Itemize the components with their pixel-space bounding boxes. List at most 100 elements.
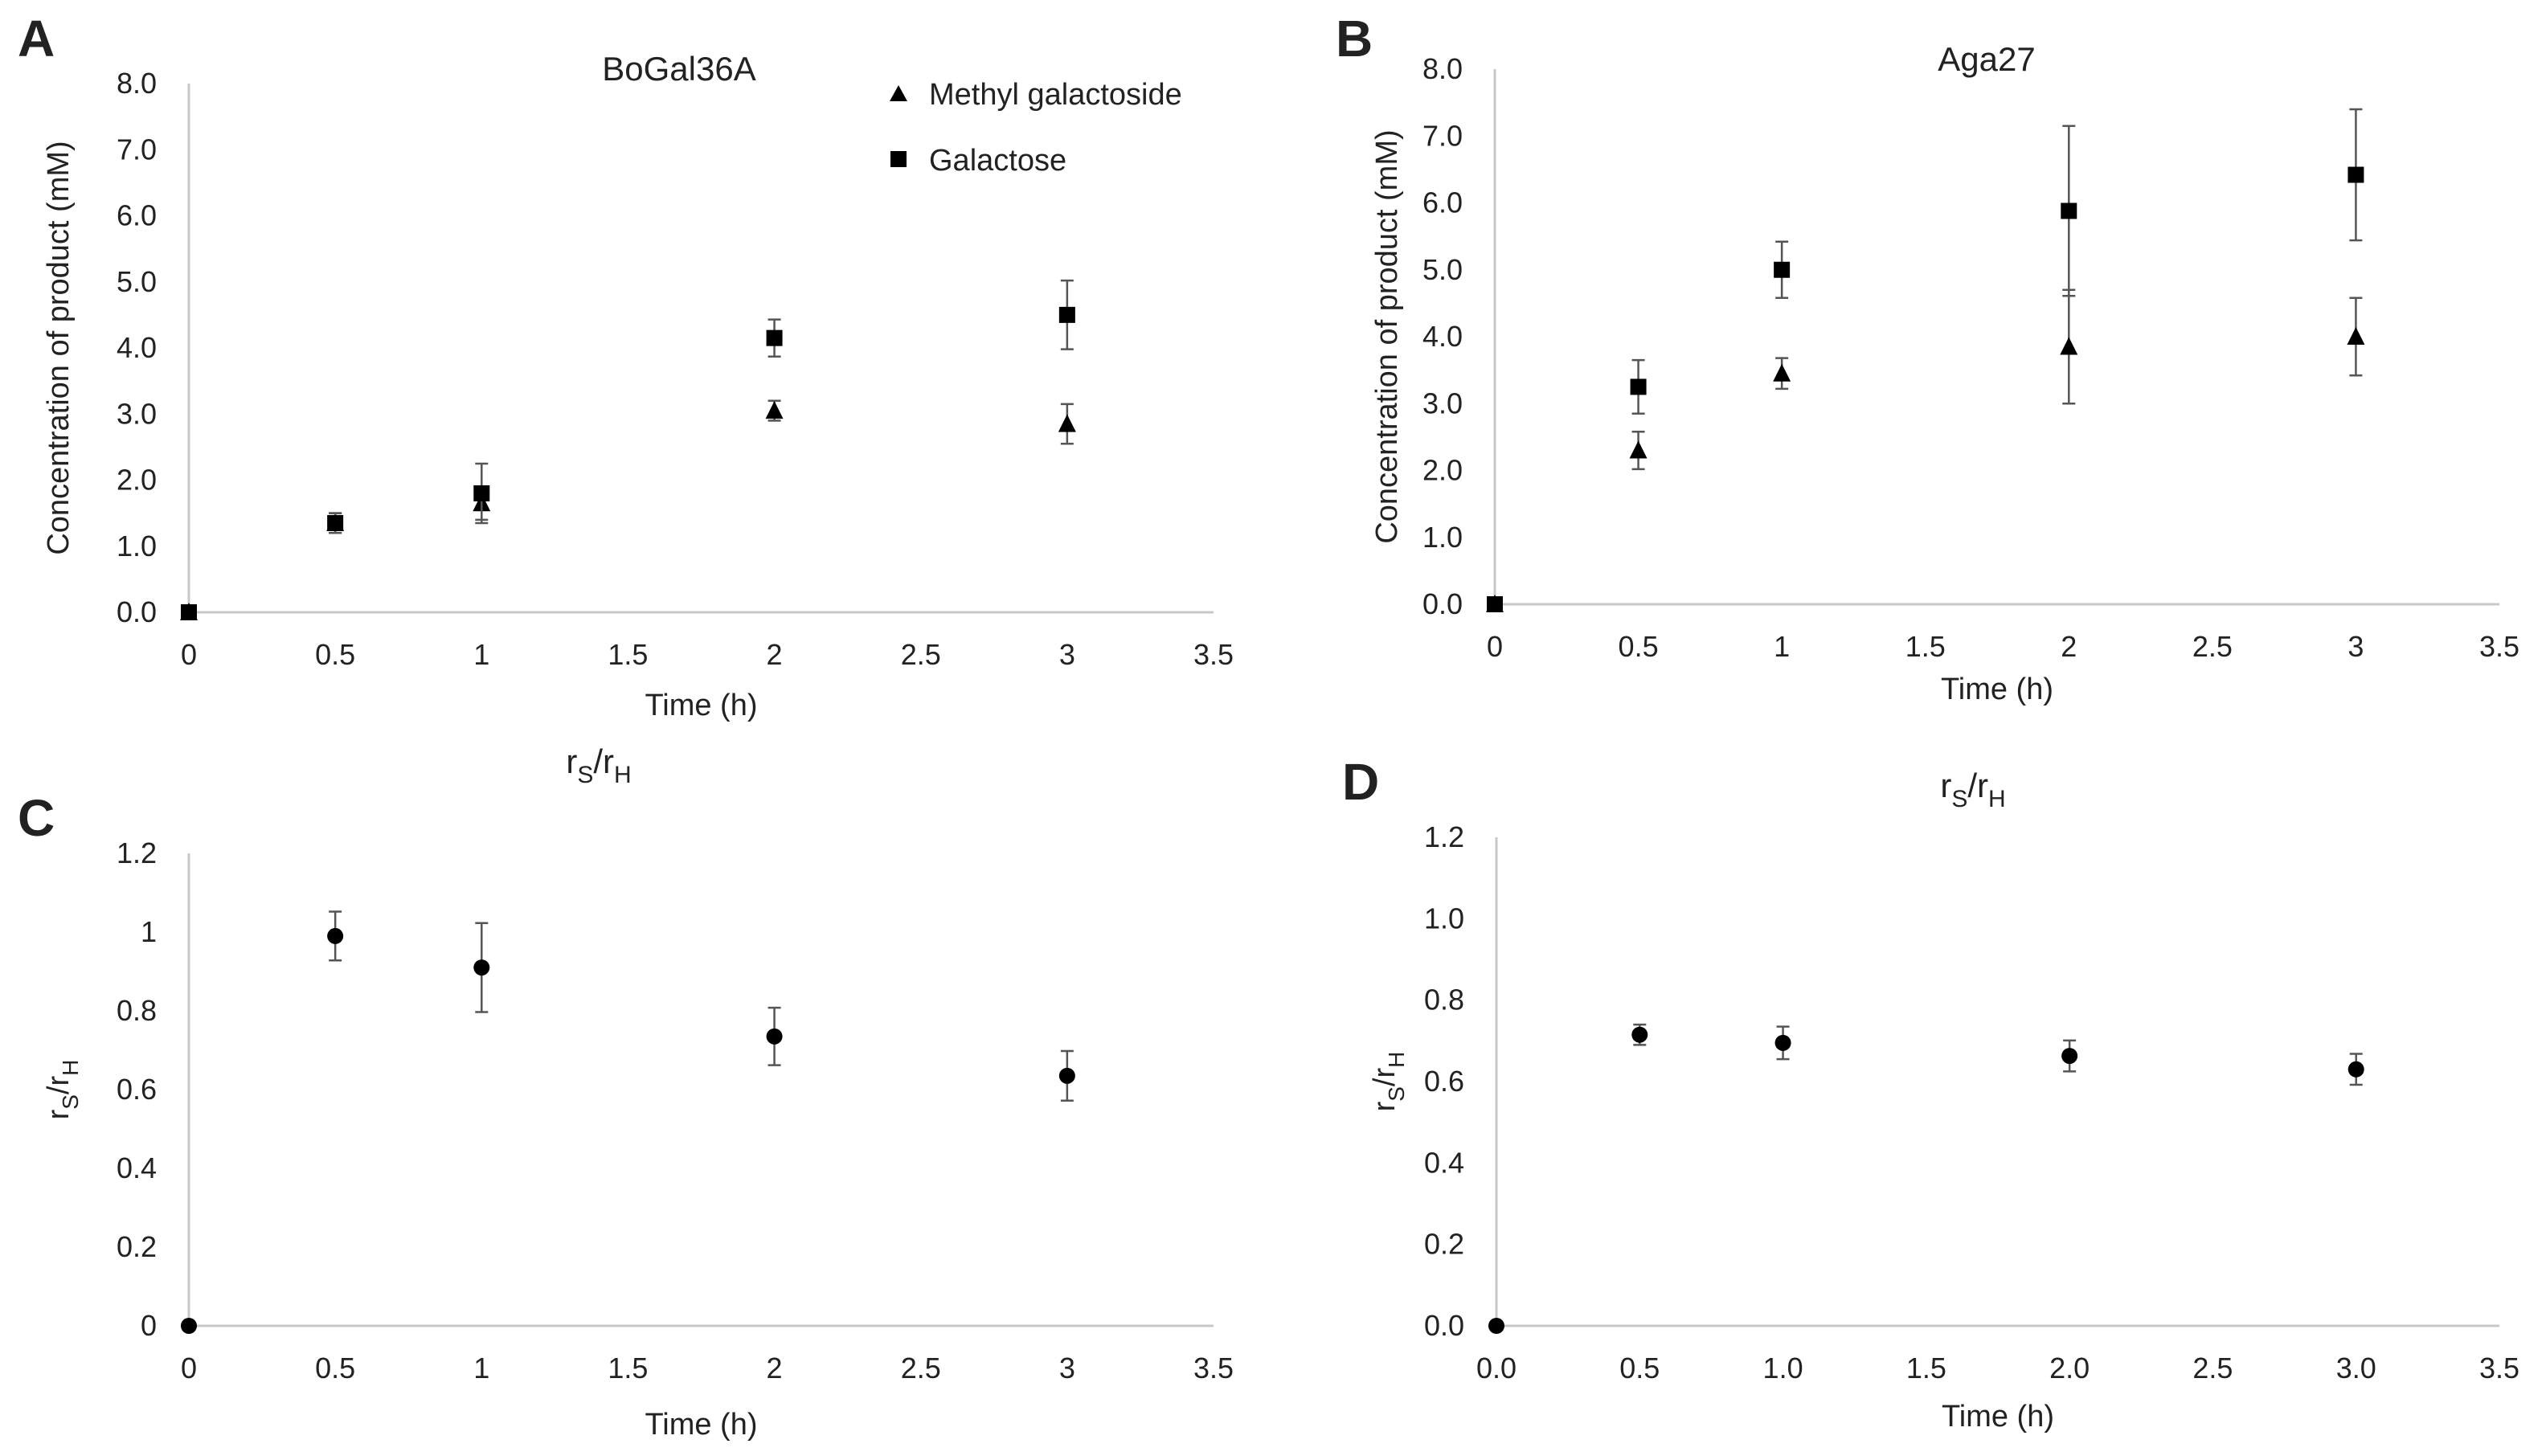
title-part: r bbox=[566, 742, 577, 780]
data-point-square bbox=[473, 485, 490, 501]
data-point-triangle bbox=[1773, 363, 1791, 382]
y-tick-label: 5.0 bbox=[117, 265, 157, 298]
x-tick-label: 0.5 bbox=[1619, 1352, 1660, 1384]
y-axis-label-part: r bbox=[1368, 1101, 1402, 1111]
series-square bbox=[181, 279, 1075, 620]
series-triangle bbox=[1486, 288, 2365, 612]
y-tick-label: 1.0 bbox=[1422, 521, 1463, 554]
x-tick-label: 3.0 bbox=[2336, 1352, 2376, 1384]
x-tick-label: 0.5 bbox=[315, 638, 355, 671]
y-axis-label-part: r bbox=[42, 1109, 76, 1119]
x-axis-label: Time (h) bbox=[645, 1408, 757, 1442]
y-tick-label: 8.0 bbox=[1422, 52, 1463, 85]
x-tick-label: 2.5 bbox=[901, 1352, 941, 1384]
data-point-circle bbox=[473, 959, 490, 976]
data-point-square bbox=[327, 514, 344, 531]
y-axis-label-part: S bbox=[1384, 1086, 1409, 1102]
x-tick-label: 3 bbox=[1059, 638, 1075, 671]
y-tick-label: 3.0 bbox=[1422, 386, 1463, 419]
chart-title: rS/rH bbox=[566, 742, 631, 788]
y-tick-label: 5.0 bbox=[1422, 253, 1463, 286]
y-tick-label: 3.0 bbox=[117, 397, 157, 430]
series-circle bbox=[181, 910, 1075, 1334]
data-point-circle bbox=[1488, 1318, 1504, 1334]
series-circle bbox=[1488, 1023, 2364, 1334]
data-point-triangle bbox=[1629, 440, 1648, 459]
y-tick-label: 1 bbox=[141, 915, 157, 948]
title-part: r bbox=[1940, 767, 1951, 804]
x-tick-label: 2 bbox=[2061, 630, 2077, 663]
data-point-triangle bbox=[1058, 414, 1076, 432]
title-part: S bbox=[1951, 786, 1967, 812]
y-axis-label-part: S bbox=[58, 1094, 83, 1110]
x-tick-label: 1 bbox=[473, 1352, 489, 1384]
y-tick-label: 6.0 bbox=[1422, 186, 1463, 219]
x-tick-label: 1.0 bbox=[1763, 1352, 1803, 1384]
y-axis-label: Concentration of product (mM) bbox=[1370, 129, 1404, 543]
x-tick-label: 3.5 bbox=[2479, 1352, 2519, 1384]
x-axis-label: Time (h) bbox=[1942, 1400, 2054, 1434]
legend: Methyl galactoside Galactose bbox=[890, 78, 1182, 178]
x-tick-label: 1.5 bbox=[1906, 1352, 1946, 1384]
x-tick-label: 0.5 bbox=[1619, 630, 1659, 663]
data-point-circle bbox=[1631, 1026, 1648, 1043]
x-tick-label: 3.5 bbox=[2479, 630, 2519, 663]
y-axis-label-part: H bbox=[1384, 1052, 1409, 1068]
legend-marker-triangle bbox=[890, 85, 907, 101]
x-tick-label: 2.0 bbox=[2049, 1352, 2090, 1384]
title-part: H bbox=[614, 762, 632, 788]
data-point-square bbox=[766, 329, 783, 346]
title-part: /r bbox=[593, 742, 614, 780]
y-tick-label: 2.0 bbox=[117, 464, 157, 497]
y-tick-label: 0.4 bbox=[1424, 1146, 1464, 1179]
data-point-square bbox=[181, 604, 197, 620]
panel-letter: B bbox=[1336, 10, 1373, 67]
x-tick-label: 1 bbox=[1774, 630, 1790, 663]
panel-letter: A bbox=[18, 10, 55, 67]
x-tick-label: 2.5 bbox=[2192, 630, 2233, 663]
y-tick-label: 0.2 bbox=[117, 1230, 157, 1263]
data-point-circle bbox=[327, 927, 344, 944]
title-part: H bbox=[1988, 786, 2006, 812]
legend-label: Methyl galactoside bbox=[929, 78, 1182, 112]
x-axis-label: Time (h) bbox=[1941, 673, 2053, 706]
y-tick-label: 0.8 bbox=[117, 994, 157, 1027]
x-tick-label: 3.5 bbox=[1193, 1352, 1234, 1384]
chart-panel-a: A BoGal36A 0 0.5 1 1.5 2 2.5 3 3.5 0.0 1.0 2.0 3.0 4.0… bbox=[18, 10, 1234, 722]
data-point-triangle bbox=[2347, 327, 2365, 345]
y-tick-label: 0.8 bbox=[1424, 984, 1464, 1016]
x-tick-label: 0 bbox=[1487, 630, 1503, 663]
x-tick-label: 2 bbox=[767, 638, 783, 671]
legend-marker-square bbox=[890, 151, 907, 167]
x-tick-label: 0 bbox=[181, 638, 197, 671]
data-point-square bbox=[2061, 202, 2077, 219]
y-axis-label: rS/rH bbox=[1368, 1052, 1409, 1112]
x-tick-label: 0.5 bbox=[315, 1352, 355, 1384]
y-tick-label: 4.0 bbox=[1422, 320, 1463, 353]
y-tick-label: 0 bbox=[141, 1309, 157, 1342]
data-point-circle bbox=[1058, 1067, 1075, 1084]
data-point-square bbox=[1058, 306, 1075, 323]
x-tick-label: 3 bbox=[2347, 630, 2364, 663]
data-point-square bbox=[1774, 261, 1791, 278]
y-tick-label: 4.0 bbox=[117, 331, 157, 364]
chart-title: BoGal36A bbox=[602, 50, 755, 88]
x-tick-label: 2.5 bbox=[901, 638, 941, 671]
x-tick-label: 1.5 bbox=[608, 638, 648, 671]
data-point-triangle bbox=[765, 401, 784, 419]
data-point-circle bbox=[2061, 1048, 2078, 1065]
y-axis-label: Concentration of product (mM) bbox=[42, 141, 76, 554]
y-tick-label: 1.2 bbox=[117, 836, 157, 869]
data-point-circle bbox=[2347, 1061, 2364, 1078]
chart-title: Aga27 bbox=[1938, 40, 2035, 78]
chart-title: rS/rH bbox=[1940, 767, 2005, 812]
x-tick-label: 3 bbox=[1059, 1352, 1075, 1384]
y-tick-label: 8.0 bbox=[117, 67, 157, 100]
y-axis-label: rS/rH bbox=[42, 1060, 83, 1120]
x-tick-label: 1 bbox=[473, 638, 489, 671]
chart-panel-b: B Aga27 0 0.5 1 1.5 2 2.5 3 3.5 0.0 1.0 2.0 3.0 4.0 5.0… bbox=[1336, 10, 2519, 706]
data-point-circle bbox=[181, 1318, 197, 1334]
data-point-circle bbox=[766, 1028, 783, 1045]
data-point-square bbox=[1630, 378, 1647, 395]
